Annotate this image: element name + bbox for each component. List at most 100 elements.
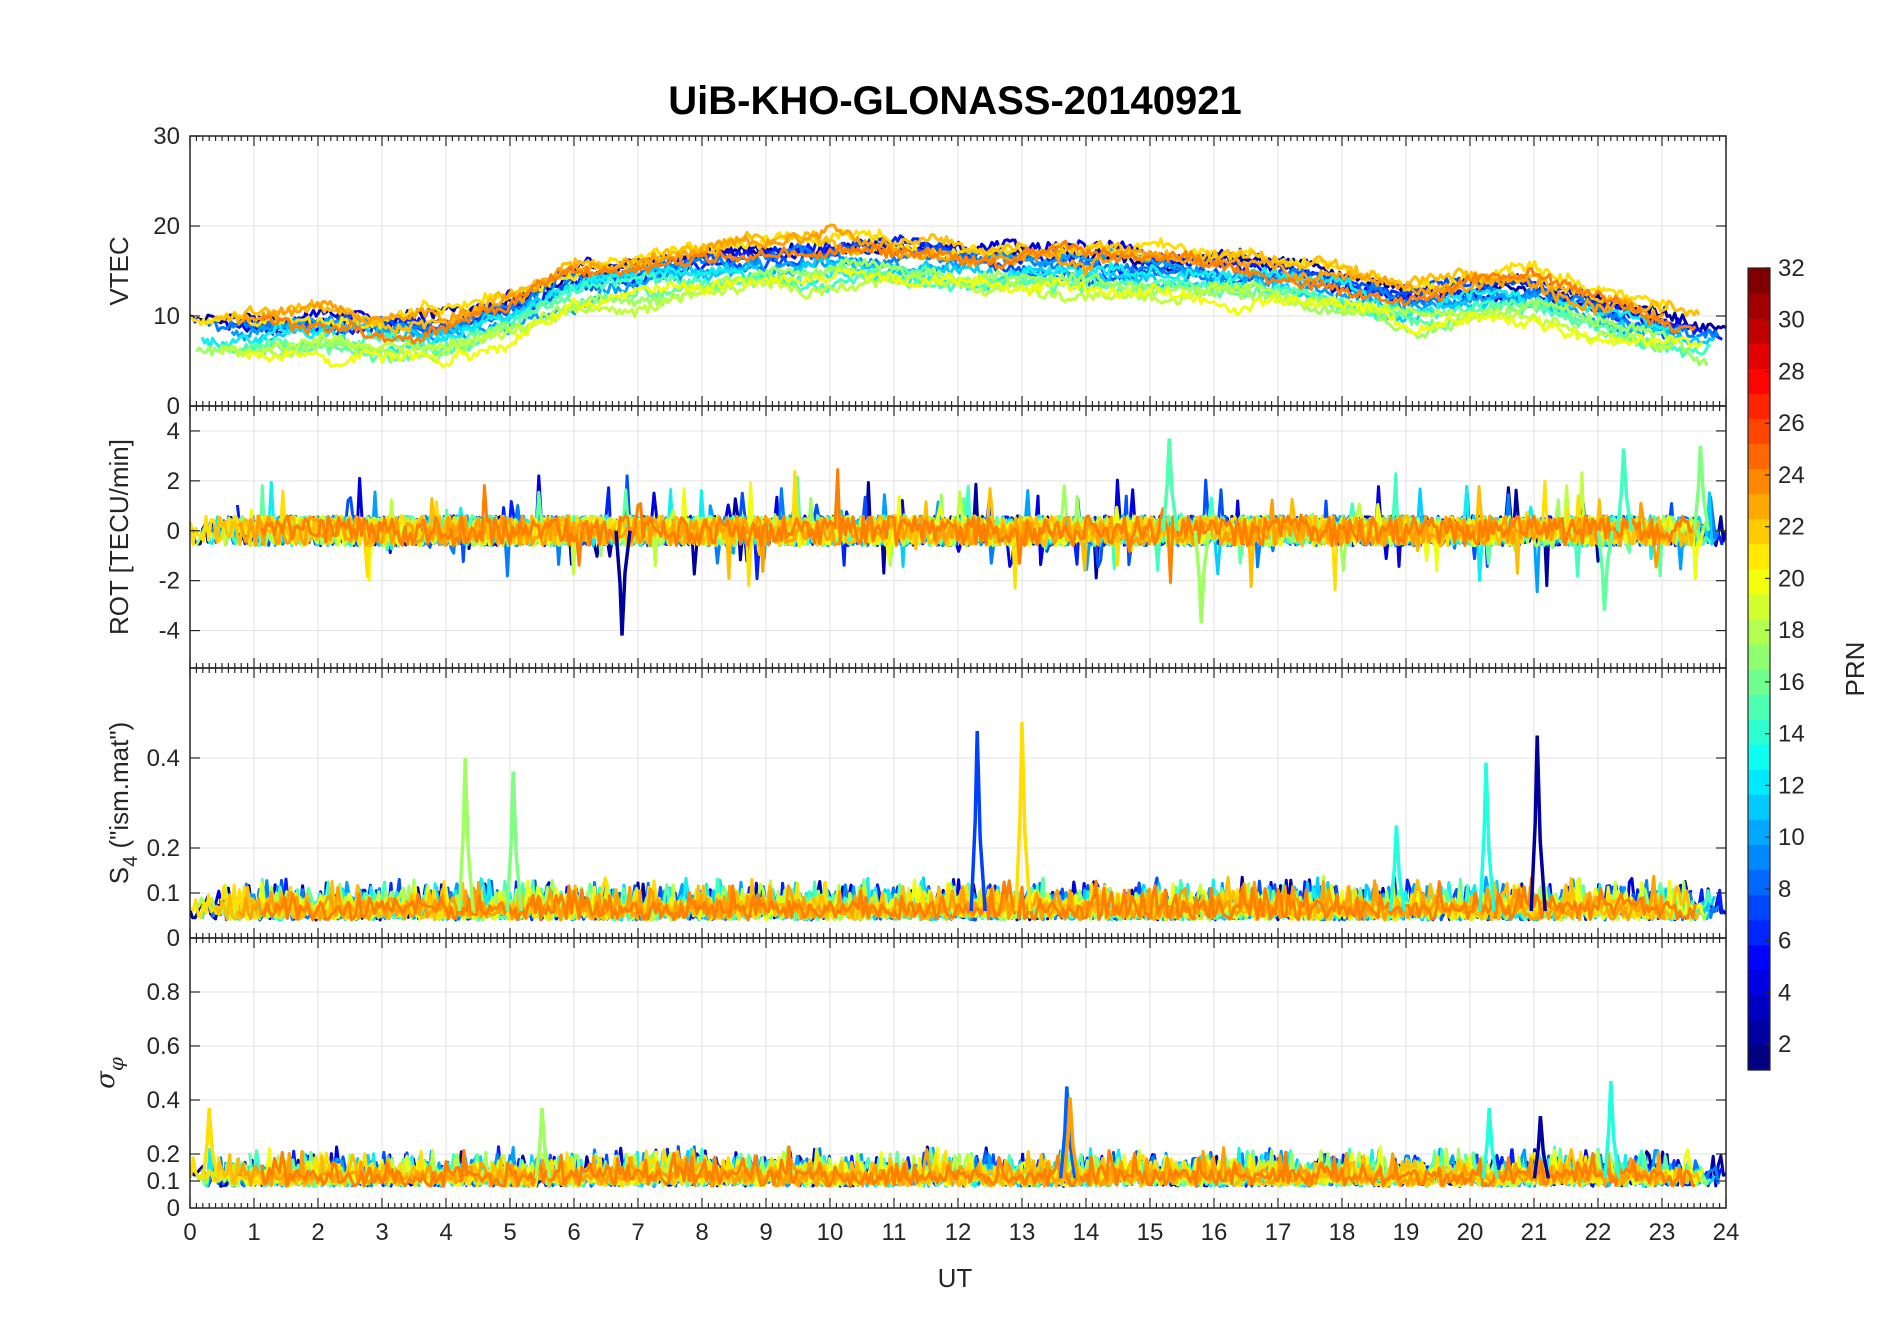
colorbar-segment [1748, 719, 1770, 745]
x-tick-label: 3 [375, 1219, 388, 1246]
colorbar-frame [1747, 267, 1771, 1071]
x-tick-label: 7 [631, 1219, 644, 1246]
x-tick-label: 18 [1329, 1219, 1356, 1246]
y-tick-label: -4 [159, 618, 180, 645]
x-ticks-s4 [189, 668, 1727, 938]
colorbar-tick-label: 30 [1778, 307, 1805, 334]
colorbar-segment [1748, 343, 1770, 369]
colorbar-tick-label: 12 [1778, 772, 1805, 799]
spike-rot-2 [1193, 530, 1211, 624]
colorbar-segment [1748, 568, 1770, 595]
y-tick-label: 4 [167, 418, 180, 445]
x-tick-label: 5 [503, 1219, 516, 1246]
spike-s4-6 [1388, 825, 1407, 912]
spike-sigma-5 [1481, 1107, 1499, 1179]
colorbar-tick-label: 6 [1778, 928, 1791, 955]
x-ticks-sigma [189, 938, 1727, 1208]
series-group-s4 [190, 721, 1726, 922]
y-tick-label: 0.6 [147, 1033, 180, 1060]
spike-sigma-0 [201, 1107, 219, 1179]
panel-rot: -4 -2 0 2 4 ROT [TECU/min] [104, 405, 1727, 669]
colorbar-segment [1748, 493, 1770, 520]
x-tick-label: 4 [439, 1219, 452, 1246]
colorbar-tick-label: 18 [1778, 617, 1805, 644]
x-ticks-rot [189, 406, 1727, 668]
y-axis-label-vtec: VTEC [104, 236, 134, 305]
panel-s4: 0 0.1 0.2 0.4S4 ("ism.mat") [104, 667, 1727, 952]
y-axis-label-rot: ROT [TECU/min] [104, 439, 134, 635]
spike-rot-4 [1596, 530, 1615, 611]
colorbar-segment [1748, 994, 1770, 1021]
y-tick-label: 0 [167, 1195, 180, 1222]
x-tick-label: 23 [1649, 1219, 1676, 1246]
colorbar-label: PRN [1840, 642, 1870, 697]
x-axis-label: UT [938, 1263, 973, 1293]
colorbar-segment [1748, 318, 1770, 344]
y-tick-label: 30 [153, 123, 180, 150]
series-line-prn-18 [218, 272, 1673, 359]
spike-s4-0 [457, 757, 475, 912]
colorbar-tick-label: 20 [1778, 565, 1805, 592]
colorbar-tick-label: 28 [1778, 358, 1805, 385]
x-tick-label: 0 [183, 1219, 196, 1246]
colorbar-segment [1748, 368, 1770, 394]
spike-rot-3 [1615, 448, 1634, 532]
y-tick-label: 0.1 [147, 880, 180, 907]
x-tick-label: 2 [311, 1219, 324, 1246]
series-line-prn-23 [237, 874, 1666, 922]
y-tick-label: 0.2 [147, 835, 180, 862]
colorbar-tick-label: 2 [1778, 1031, 1791, 1058]
spike-rot-1 [1161, 438, 1179, 531]
series-line-prn-20 [243, 266, 1704, 369]
x-tick-label: 10 [817, 1219, 844, 1246]
colorbar-tick-label: 16 [1778, 669, 1805, 696]
colorbar-segment [1748, 393, 1770, 419]
y-ticks-vtec: 0 10 20 30 [153, 123, 1726, 420]
colorbar-tick-label: 4 [1778, 979, 1791, 1006]
colorbar-tick-label: 22 [1778, 514, 1805, 541]
y-tick-label: 0.1 [147, 1168, 180, 1195]
x-tick-label: 6 [567, 1219, 580, 1246]
x-tick-label: 1 [247, 1219, 260, 1246]
colorbar-segment [1748, 744, 1770, 770]
x-tick-label: 21 [1521, 1219, 1548, 1246]
series-group-rot [190, 438, 1726, 636]
x-tick-label: 12 [945, 1219, 972, 1246]
spike-sigma-3 [1062, 1097, 1080, 1179]
x-tick-label: 16 [1201, 1219, 1228, 1246]
spike-s4-3 [1014, 721, 1032, 912]
y-tick-label: 0.4 [147, 745, 180, 772]
x-tick-label: 19 [1393, 1219, 1420, 1246]
colorbar-segment [1748, 844, 1770, 871]
series-line-prn-24 [260, 1145, 1696, 1188]
colorbar-tick-label: 24 [1778, 462, 1805, 489]
colorbar-segment [1748, 643, 1770, 670]
y-tick-label: 10 [153, 303, 180, 330]
colorbar-segment [1748, 268, 1770, 294]
panel-sigma: 00.10.2 0.4 0.6 0.8 σφ [91, 937, 1727, 1222]
series-line-prn-24 [260, 239, 1697, 345]
colorbar-segment [1748, 543, 1770, 570]
y-tick-label: 0 [167, 393, 180, 420]
x-tick-label: 15 [1137, 1219, 1164, 1246]
x-tick-label: 14 [1073, 1219, 1100, 1246]
colorbar-segment [1748, 593, 1770, 620]
y-tick-label: 2 [167, 468, 180, 495]
colorbar-segment [1748, 1019, 1770, 1046]
y-axis-label-s4: S4 ("ism.mat") [104, 722, 142, 884]
y-tick-label: 0.4 [147, 1087, 180, 1114]
y-tick-label: 20 [153, 213, 180, 240]
colorbar-segment [1748, 769, 1770, 795]
colorbar-segment [1748, 418, 1770, 445]
series-line-prn-24 [260, 876, 1697, 922]
x-tick-label: 11 [882, 1219, 907, 1246]
x-tick-label: 9 [759, 1219, 772, 1246]
spike-s4-2 [969, 730, 987, 912]
colorbar-segment [1748, 944, 1770, 971]
y-ticks-sigma: 00.10.2 0.4 0.6 0.8 [147, 979, 1726, 1222]
colorbar-segment [1748, 794, 1770, 820]
colorbar-segment [1748, 669, 1770, 695]
x-tick-label: 22 [1585, 1219, 1612, 1246]
